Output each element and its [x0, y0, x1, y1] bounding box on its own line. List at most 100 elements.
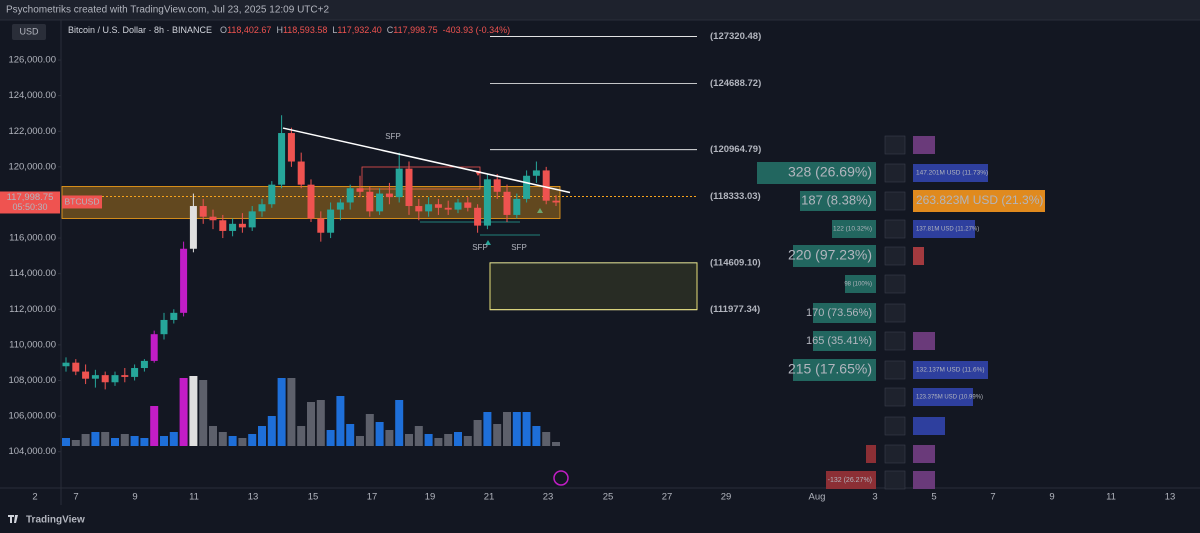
- candle-body: [483, 179, 491, 226]
- value-label: 137.81M USD (11.27%): [916, 227, 979, 233]
- ohlc-value: 118,402.67: [227, 25, 271, 35]
- candle-body: [72, 362, 80, 372]
- candle-body: [160, 319, 168, 335]
- range-box: [361, 166, 481, 190]
- candle-body: [219, 220, 227, 231]
- price-cell: [884, 219, 906, 239]
- x-tick-label: 25: [603, 492, 614, 503]
- count-label: 170 (73.56%): [806, 307, 872, 319]
- candle-body: [444, 207, 452, 210]
- symbol-legend: Bitcoin / U.S. Dollar · 8h · BINANCE O118…: [68, 25, 510, 35]
- profile-bar: [913, 247, 924, 265]
- volume-bar: [356, 436, 364, 446]
- ohlc-value: 117,998.75: [393, 25, 437, 35]
- countdown: 05:50:30: [12, 202, 47, 212]
- candle-body: [140, 360, 148, 369]
- volume-bar: [150, 406, 159, 446]
- volume-bar: [375, 422, 384, 446]
- candle-body: [542, 170, 550, 201]
- x-tick-label: 21: [484, 492, 495, 503]
- x-tick-label: 13: [1165, 492, 1176, 503]
- x-tick-label: 5: [931, 492, 936, 503]
- price-cell: [884, 470, 906, 490]
- marker: [485, 240, 491, 245]
- volume-bar: [316, 400, 325, 446]
- candle-body: [62, 362, 70, 367]
- currency[interactable]: USD: [19, 26, 39, 36]
- count-label: 220 (97.23%): [788, 247, 872, 263]
- icon[interactable]: [553, 470, 569, 486]
- volume-bar: [542, 432, 551, 446]
- count-label: -132 (26.27%): [828, 477, 872, 484]
- candle-body: [356, 188, 364, 192]
- volume-bar: [101, 432, 110, 446]
- volume-bar: [552, 442, 560, 446]
- x-tick-label: 17: [367, 492, 378, 503]
- count-label: 98 (100%): [844, 282, 872, 288]
- currency-box[interactable]: [12, 24, 46, 40]
- volume-bar: [385, 430, 394, 446]
- volume-bar: [209, 426, 217, 446]
- volume-bar: [179, 378, 188, 446]
- ohlc-value: 117,932.40: [337, 25, 381, 35]
- header-text: Psychometriks created with TradingView.c…: [6, 5, 329, 16]
- count-box: [813, 331, 876, 351]
- y-tick-label: 112,000.00: [9, 304, 56, 315]
- change: -403.93 (-0.34%): [443, 25, 511, 35]
- candle-body: [278, 133, 286, 185]
- price-cell: [884, 191, 906, 211]
- trendline: [282, 127, 571, 194]
- volume-bar: [297, 426, 306, 446]
- y-tick-label: 122,000.00: [8, 126, 56, 137]
- count-label: 165 (35.41%): [806, 335, 872, 347]
- volume-bar: [346, 424, 355, 446]
- price-box: [0, 191, 60, 214]
- candle-body: [434, 204, 442, 208]
- candle-body: [189, 206, 197, 249]
- volume-bar: [267, 416, 276, 446]
- symbol-box: [62, 195, 102, 209]
- x-tick-label: 2: [32, 492, 37, 503]
- volume-bar: [405, 434, 413, 446]
- profile-bar: [866, 445, 876, 463]
- candle-body: [376, 193, 384, 212]
- x-tick-label: 11: [1106, 492, 1116, 503]
- profile-bar: [913, 417, 945, 435]
- candle-body: [150, 334, 158, 361]
- volume-bar: [365, 414, 374, 446]
- volume-bar: [287, 378, 296, 446]
- price-cell: [884, 444, 906, 464]
- ohlc-key: H: [276, 25, 283, 35]
- volume-bar: [62, 438, 70, 446]
- profile-bar: [913, 332, 935, 350]
- ohlc-key: L: [332, 25, 337, 35]
- candle-body: [91, 375, 99, 379]
- candle-body: [209, 216, 217, 221]
- candle-body: [552, 200, 560, 203]
- candle-body: [82, 371, 90, 379]
- volume-bar: [218, 432, 227, 446]
- x-tick-label: 13: [248, 492, 259, 503]
- volume-bar: [532, 426, 541, 446]
- price-cell: [884, 246, 906, 266]
- count-box: [813, 303, 876, 323]
- annotation: SFP: [511, 243, 527, 252]
- annotation: SFP: [385, 132, 401, 141]
- value-label: 132.137M USD (11.6%): [916, 367, 985, 374]
- count-box: [757, 162, 876, 184]
- y-tick-label: 106,000.00: [8, 411, 56, 422]
- candle-body: [180, 248, 188, 313]
- symbol-title: Bitcoin / U.S. Dollar · 8h · BINANCE: [68, 25, 212, 35]
- price-cell: [884, 360, 906, 380]
- count-box: [793, 245, 876, 267]
- x-tick-label: Aug: [809, 492, 826, 503]
- volume-bar: [503, 412, 511, 446]
- x-tick-label: 3: [872, 492, 877, 503]
- x-tick-label: 11: [189, 492, 199, 503]
- volume-bar: [444, 434, 453, 446]
- candle-body: [121, 375, 129, 377]
- candle-body: [111, 375, 119, 383]
- candle-body: [385, 193, 393, 198]
- candle-body: [297, 161, 305, 185]
- candle-body: [317, 218, 325, 233]
